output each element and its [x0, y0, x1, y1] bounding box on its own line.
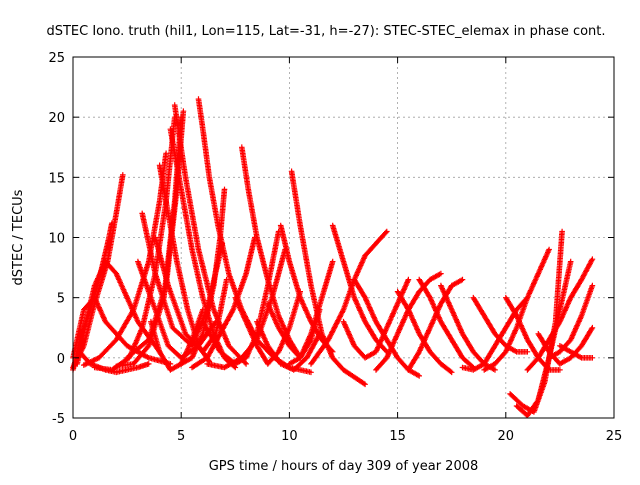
data-point-markers	[416, 276, 477, 371]
data-point-markers	[557, 343, 596, 361]
x-tick-label: 0	[69, 429, 77, 444]
data-arc	[288, 168, 368, 388]
y-axis-label: dSTEC / TECUs	[11, 189, 26, 285]
data-arc	[286, 258, 336, 367]
x-tick-label: 15	[389, 429, 406, 444]
data-point-markers	[286, 258, 336, 367]
y-tick-label: 20	[48, 111, 65, 126]
data-arc	[329, 222, 390, 355]
y-tick-label: 10	[48, 232, 65, 247]
data-point-markers	[239, 144, 303, 361]
y-tick-label: 0	[57, 352, 65, 367]
data-point-markers	[254, 318, 323, 373]
data-arc	[557, 343, 596, 361]
x-tick-label: 10	[281, 429, 298, 444]
y-tick-label: 25	[48, 51, 65, 66]
data-point-markers	[74, 258, 163, 367]
x-tick-label: 5	[177, 429, 185, 444]
data-arc	[171, 102, 249, 367]
data-arc	[74, 258, 163, 367]
chart-title: dSTEC Iono. truth (hil1, Lon=115, Lat=-3…	[46, 24, 605, 39]
y-tick-label: -5	[52, 412, 65, 427]
ticks: 0 5 10 15 20 25 -5 0 5 10 15 20 25	[48, 51, 622, 444]
data-point-markers	[288, 168, 368, 388]
data-arc	[254, 318, 323, 373]
data-arc	[416, 276, 477, 371]
x-tick-label: 20	[498, 429, 515, 444]
data-point-markers	[171, 102, 249, 367]
data-arc	[239, 144, 303, 361]
data-points	[70, 96, 596, 419]
y-tick-label: 15	[48, 171, 65, 186]
y-tick-label: 5	[57, 292, 65, 307]
x-axis-label: GPS time / hours of day 309 of year 2008	[209, 459, 479, 474]
x-tick-label: 25	[606, 429, 623, 444]
data-point-markers	[329, 222, 390, 355]
